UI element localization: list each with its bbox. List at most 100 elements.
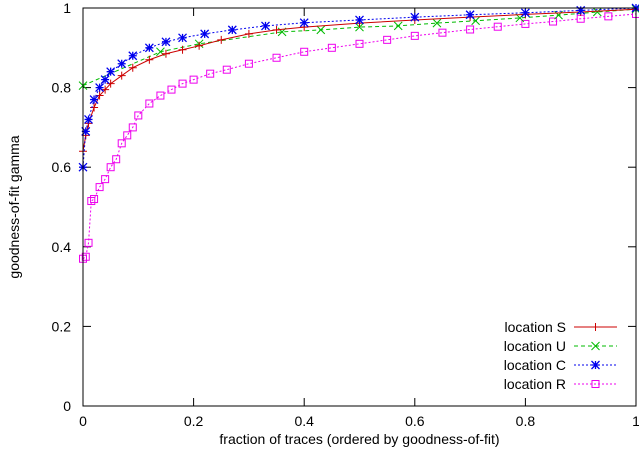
data-point bbox=[156, 91, 165, 100]
x-tick-label: 0.2 bbox=[184, 413, 204, 429]
data-point bbox=[84, 114, 93, 124]
legend-label: location U bbox=[504, 338, 566, 354]
data-point bbox=[95, 183, 104, 192]
data-point bbox=[106, 163, 115, 172]
x-tick-label: 1 bbox=[632, 413, 639, 429]
data-point bbox=[383, 35, 392, 44]
data-point bbox=[299, 18, 309, 28]
data-point bbox=[206, 69, 215, 78]
data-point bbox=[576, 5, 586, 15]
series-line bbox=[82, 13, 637, 260]
legend-item: location C bbox=[504, 357, 617, 373]
y-axis-title: goodness-of-fit gamma bbox=[6, 135, 22, 278]
data-point bbox=[161, 49, 170, 58]
data-point bbox=[134, 111, 143, 120]
y-tick-label: 1 bbox=[63, 0, 71, 16]
legend: location S location U location C location R bbox=[504, 319, 617, 392]
data-point bbox=[355, 39, 364, 48]
data-point bbox=[549, 17, 558, 26]
data-point bbox=[95, 83, 105, 93]
data-point bbox=[81, 126, 91, 136]
legend-label: location S bbox=[505, 319, 566, 335]
data-point bbox=[244, 59, 253, 68]
legend-marker bbox=[591, 323, 600, 331]
data-point bbox=[261, 21, 270, 31]
data-point bbox=[106, 79, 115, 88]
data-point bbox=[117, 59, 127, 69]
legend-label: location C bbox=[504, 357, 566, 373]
data-point bbox=[145, 55, 154, 64]
x-tick-label: 0 bbox=[79, 413, 87, 429]
data-point bbox=[81, 252, 90, 261]
x-tick-label: 0.6 bbox=[405, 413, 425, 429]
series-line bbox=[82, 7, 637, 168]
data-point bbox=[355, 15, 364, 25]
x-axis-title: fraction of traces (ordered by goodness-… bbox=[219, 431, 499, 447]
series-location-r bbox=[79, 9, 639, 263]
y-tick-label: 0.2 bbox=[52, 318, 72, 334]
x-tick-label: 0.4 bbox=[294, 413, 314, 429]
data-point bbox=[90, 195, 99, 204]
legend-label: location R bbox=[504, 376, 566, 392]
data-point bbox=[89, 95, 99, 104]
data-point bbox=[438, 28, 447, 37]
data-point bbox=[189, 75, 198, 84]
data-point bbox=[327, 43, 336, 52]
y-tick-label: 0.8 bbox=[52, 80, 72, 96]
data-point bbox=[178, 45, 187, 54]
data-point bbox=[117, 71, 126, 80]
series-layer bbox=[78, 3, 639, 263]
data-point bbox=[432, 18, 442, 28]
data-point bbox=[521, 19, 530, 28]
data-point bbox=[272, 53, 281, 62]
legend-item: location R bbox=[504, 376, 617, 392]
data-point bbox=[316, 25, 326, 35]
data-point bbox=[217, 35, 226, 44]
legend-item: location U bbox=[504, 338, 617, 354]
legend-marker bbox=[591, 360, 600, 370]
x-tick-label: 0.8 bbox=[516, 413, 536, 429]
data-point bbox=[393, 21, 403, 31]
data-point bbox=[604, 12, 613, 21]
data-point bbox=[117, 139, 126, 148]
data-point bbox=[144, 43, 154, 53]
data-point bbox=[106, 67, 116, 77]
data-point bbox=[178, 79, 187, 88]
legend-item: location S bbox=[505, 319, 617, 335]
data-point bbox=[410, 31, 419, 40]
data-point bbox=[123, 131, 132, 140]
data-point bbox=[466, 25, 475, 34]
legend-marker bbox=[591, 380, 600, 388]
data-point bbox=[95, 91, 104, 100]
data-point bbox=[244, 29, 253, 38]
data-point bbox=[178, 33, 187, 43]
data-point bbox=[128, 123, 137, 132]
data-point bbox=[128, 63, 137, 72]
y-tick-label: 0.6 bbox=[52, 159, 72, 175]
data-point bbox=[167, 85, 176, 94]
y-tick-label: 0.4 bbox=[52, 239, 72, 255]
data-point bbox=[101, 175, 110, 184]
data-point bbox=[465, 10, 475, 20]
data-point bbox=[520, 8, 530, 18]
data-point bbox=[84, 238, 93, 247]
data-point bbox=[195, 41, 204, 50]
axis-tick-labels: 0 0.2 0.4 0.6 0.8 1 0 0.2 0.4 0.6 0.8 1 bbox=[52, 0, 639, 429]
data-point bbox=[128, 51, 138, 61]
data-point bbox=[200, 29, 210, 39]
data-point bbox=[227, 25, 237, 35]
data-point bbox=[145, 99, 154, 108]
series-location-c bbox=[78, 3, 639, 172]
legend-marker bbox=[591, 341, 600, 351]
data-point bbox=[410, 12, 420, 22]
plot-frame bbox=[82, 7, 637, 407]
data-point bbox=[493, 22, 502, 31]
y-tick-label: 0 bbox=[63, 398, 71, 414]
series-line bbox=[82, 8, 637, 152]
data-point bbox=[222, 65, 231, 74]
data-point bbox=[100, 75, 110, 85]
data-point bbox=[272, 25, 281, 34]
data-point bbox=[112, 155, 121, 164]
data-point bbox=[161, 37, 171, 47]
